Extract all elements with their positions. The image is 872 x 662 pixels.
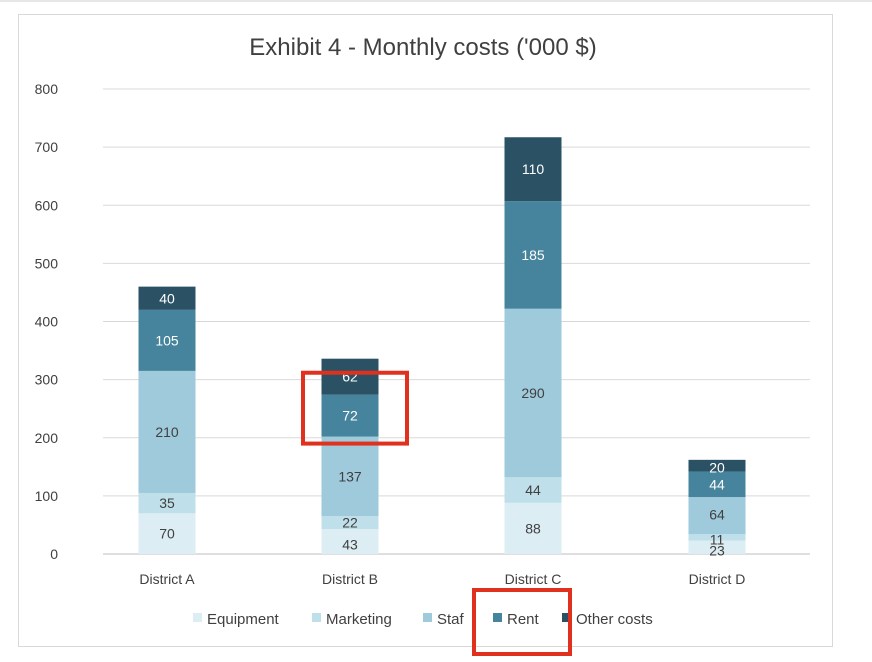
legend: Equipment Marketing Staf Rent Other costs (193, 611, 653, 628)
legend-item-equipment: Equipment (193, 611, 280, 628)
y-tick-label: 400 (35, 314, 59, 330)
legend-item-other-costs: Other costs (562, 611, 653, 628)
y-tick-label: 600 (35, 197, 59, 213)
y-tick-label: 0 (50, 546, 58, 562)
x-category-label: District A (139, 571, 195, 587)
bar-district-c-equipment (504, 502, 562, 554)
bar-district-c-marketing (504, 477, 562, 503)
legend-label: Other costs (576, 611, 653, 628)
bar-district-c-staff (504, 308, 562, 478)
data-label-district-d-equipment: 23 (709, 542, 725, 558)
legend-swatch (193, 613, 202, 622)
y-tick-label: 300 (35, 372, 59, 388)
data-label-district-c-rent: 185 (521, 247, 545, 263)
bar-district-a-staff (138, 370, 196, 493)
data-label-district-b-staff: 137 (338, 468, 362, 484)
legend-swatch (562, 613, 571, 622)
legend-label: Marketing (326, 611, 392, 628)
bar-district-b-staff (321, 436, 379, 517)
legend-swatch (312, 613, 321, 622)
highlight-box-legend-rent (472, 588, 572, 656)
y-tick-label: 200 (35, 430, 59, 446)
y-tick-label: 100 (35, 488, 59, 504)
data-label-district-d-other-costs: 20 (709, 460, 725, 476)
data-label-district-c-equipment: 88 (525, 520, 541, 536)
y-tick-label: 800 (35, 81, 59, 97)
data-label-district-d-marketing: 11 (710, 531, 725, 547)
y-tick-label: 500 (35, 255, 59, 271)
bar-district-a-marketing (138, 492, 196, 514)
chart-title: Exhibit 4 - Monthly costs ('000 $) (249, 34, 596, 61)
bar-district-d-other-costs (688, 459, 746, 472)
legend-item-rent: Rent (493, 611, 540, 628)
legend-label: Rent (507, 611, 540, 628)
data-label-district-b-marketing: 22 (342, 515, 358, 531)
data-label-district-a-equipment: 70 (159, 526, 175, 542)
data-label-district-a-rent: 105 (155, 332, 179, 348)
x-category-label: District C (505, 571, 562, 587)
legend-swatch (423, 613, 432, 622)
bar-district-d-equipment (688, 540, 746, 554)
bars: 7035210105404322137726288442901851102311… (138, 137, 746, 558)
bar-district-b-equipment (321, 529, 379, 554)
data-label-district-a-other-costs: 40 (159, 290, 175, 306)
data-label-district-c-staff: 290 (521, 385, 545, 401)
x-category-label: District D (689, 571, 746, 587)
data-label-district-d-staff: 64 (709, 507, 725, 523)
bar-district-a-rent (138, 309, 196, 371)
data-label-district-c-marketing: 44 (525, 482, 541, 498)
bar-district-d-staff (688, 497, 746, 535)
legend-item-marketing: Marketing (312, 611, 392, 628)
y-tick-label: 700 (35, 139, 59, 155)
data-label-district-a-marketing: 35 (159, 495, 175, 511)
data-label-district-a-staff: 210 (155, 424, 179, 440)
data-label-district-b-equipment: 43 (342, 537, 358, 553)
legend-label: Staf (437, 611, 465, 628)
legend-label: Equipment (207, 611, 280, 628)
bar-district-b-other-costs (321, 358, 379, 395)
x-category-label: District B (322, 571, 378, 587)
bar-district-d-marketing (688, 534, 746, 541)
bar-district-a-other-costs (138, 286, 196, 310)
bar-district-c-other-costs (504, 137, 562, 202)
data-label-district-c-other-costs: 110 (522, 161, 545, 177)
bar-district-b-rent (321, 394, 379, 437)
bar-district-a-equipment (138, 513, 196, 554)
legend-item-staff: Staf (423, 611, 465, 628)
data-label-district-b-rent: 72 (342, 408, 358, 424)
annotations (301, 370, 572, 656)
x-axis-categories: District A District B District C District D (139, 571, 745, 587)
top-divider (0, 0, 872, 2)
y-axis-ticks: 0 100 200 300 400 500 600 700 800 (35, 81, 59, 562)
highlight-box-district-b-rent (301, 370, 409, 446)
bar-district-c-rent (504, 201, 562, 309)
bar-district-d-rent (688, 471, 746, 498)
data-label-district-d-rent: 44 (709, 476, 725, 492)
bar-district-b-marketing (321, 516, 379, 530)
legend-swatch (493, 613, 502, 622)
